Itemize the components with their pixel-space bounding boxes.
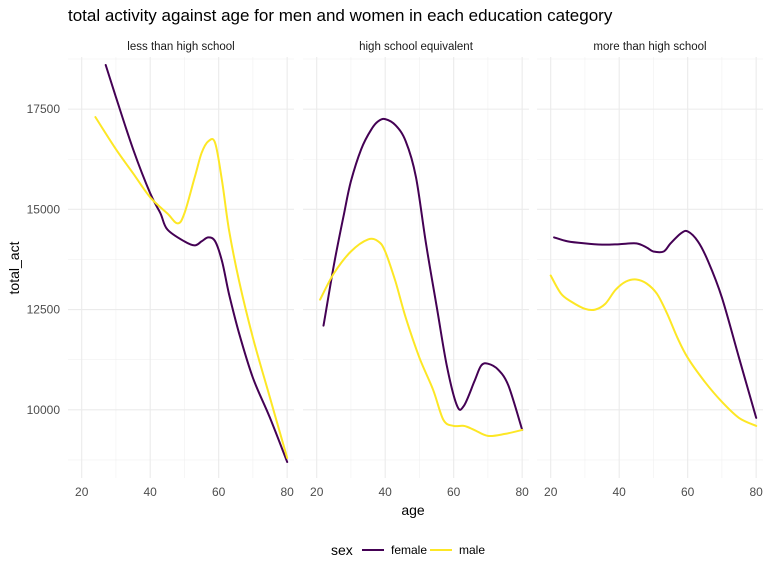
legend: sex female male [331,542,485,558]
legend-label-male: male [459,543,485,557]
y-axis-title: total_act [6,241,22,294]
legend-title: sex [331,542,353,558]
y-tick-label: 15000 [27,202,61,216]
y-axis: 10000 12500 15000 17500 [27,102,61,417]
facet-panel-3: more than high school 20 40 60 80 [537,41,763,499]
series-line-female [104,64,289,463]
x-tick-label: 80 [280,485,294,499]
x-tick-label: 60 [212,485,226,499]
x-tick-label: 60 [681,485,695,499]
y-tick-label: 12500 [27,303,61,317]
y-tick-label: 10000 [27,403,61,417]
x-tick-label: 60 [447,485,461,499]
y-tick-label: 17500 [27,102,61,116]
series-line-female [553,229,758,419]
x-tick-label: 40 [144,485,158,499]
facet-strip-label: high school equivalent [359,41,474,53]
x-tick-label: 80 [515,485,529,499]
x-tick-label: 20 [310,485,324,499]
x-tick-label: 40 [613,485,627,499]
x-axis-title: age [401,502,425,518]
x-tick-label: 20 [75,485,89,499]
facet-panel-2: high school equivalent 20 40 60 80 [303,41,529,499]
series-line-female [322,117,524,431]
chart-title: total activity against age for men and w… [68,6,613,25]
series-line-male [319,237,524,438]
legend-label-female: female [391,543,427,557]
x-tick-label: 40 [379,485,393,499]
series-line-male [94,116,289,459]
facet-strip-label: more than high school [593,41,706,53]
x-tick-label: 20 [544,485,558,499]
x-tick-label: 80 [749,485,763,499]
facet-strip-label: less than high school [127,41,234,53]
facet-panel-1: less than high school 20 40 60 80 [68,41,294,499]
series-line-male [549,274,758,427]
